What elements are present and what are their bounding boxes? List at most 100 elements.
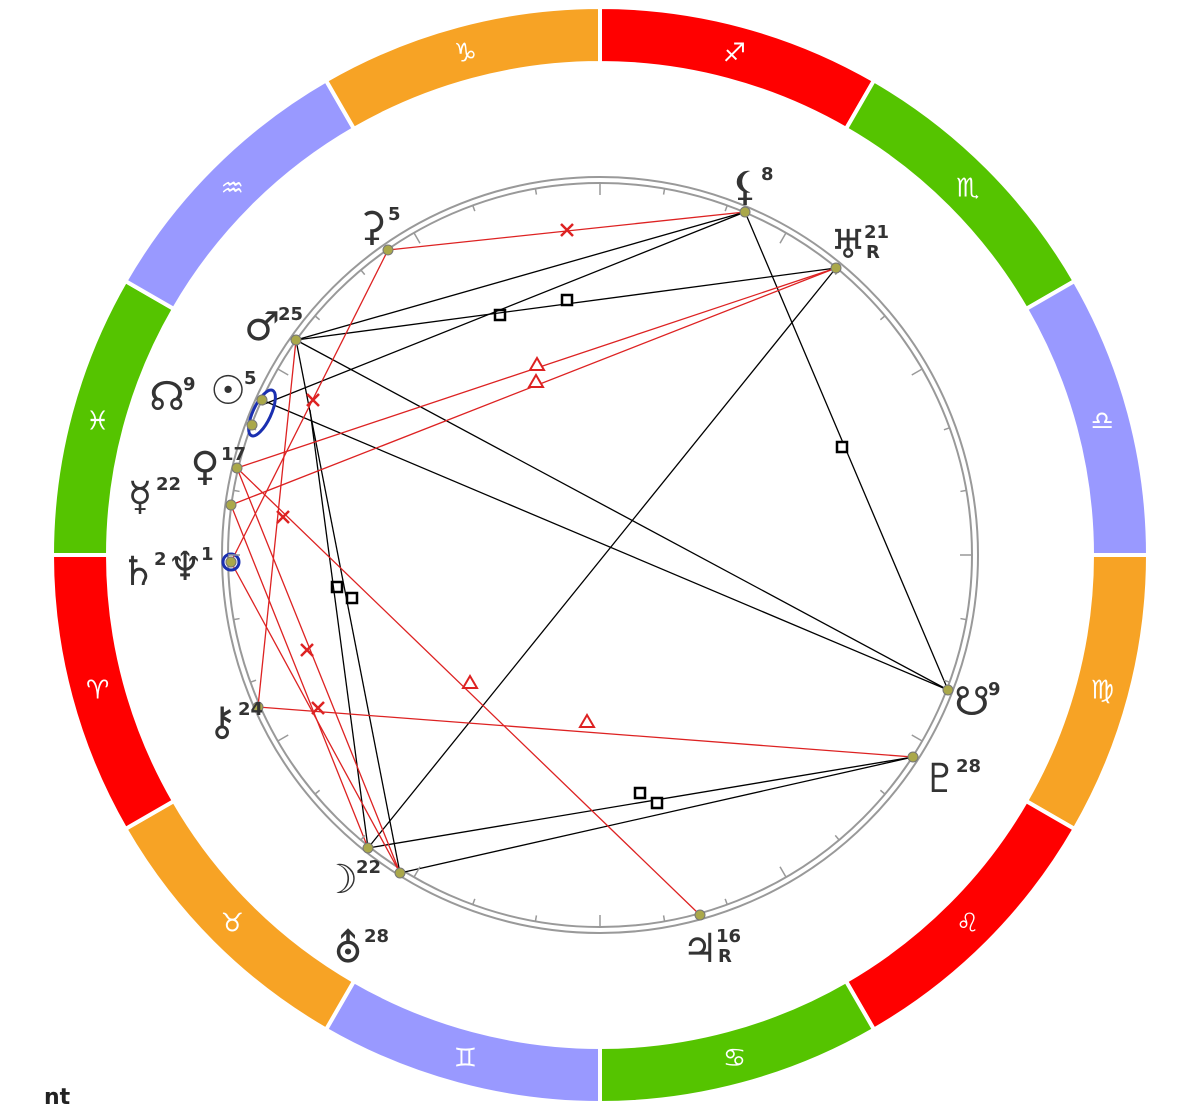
- sextile-aspect: [276, 510, 290, 524]
- retrograde: R: [866, 242, 880, 263]
- sign-glyph: ♓: [86, 406, 109, 436]
- planet-point: [362, 842, 374, 854]
- sign-glyph: ♌: [956, 909, 979, 939]
- planet-point: [907, 751, 919, 763]
- planet-degree: 9: [183, 374, 196, 395]
- aspect-line: [257, 339, 297, 708]
- planet-point: [225, 499, 237, 511]
- sign-glyph: ♈: [86, 676, 109, 706]
- aspects: [230, 211, 949, 916]
- aspect-line: [295, 211, 746, 341]
- degree-tick: [413, 232, 421, 244]
- planet-degree: 28: [364, 926, 389, 947]
- planet-degree: 22: [156, 474, 181, 495]
- planet-point: [830, 262, 842, 274]
- planet-glyph: ♃: [682, 926, 718, 972]
- conjunction-mark: [247, 388, 277, 438]
- degree-tick: [960, 489, 967, 493]
- aspect-line: [295, 339, 401, 874]
- degree-tick: [724, 205, 728, 212]
- degree-tick: [413, 866, 421, 878]
- planet-glyph: ♂: [244, 304, 280, 350]
- degree-tick: [911, 734, 923, 742]
- degree-tick: [472, 898, 476, 905]
- degree-tick: [879, 315, 886, 321]
- sign-segment: [1023, 278, 1151, 557]
- planet-glyph: ♇: [922, 756, 958, 802]
- planet-degree: 16: [716, 926, 741, 947]
- planet-glyph: ⚳: [357, 204, 386, 250]
- sign-segment: [1023, 553, 1151, 832]
- planet-degree: 9: [988, 679, 1001, 700]
- sign-glyph: ♉: [221, 909, 244, 939]
- aspect-line: [230, 249, 389, 563]
- sign-segment: [323, 4, 602, 132]
- degree-tick: [943, 427, 950, 431]
- degree-tick: [879, 789, 886, 795]
- sign-glyph: ♎: [1091, 406, 1114, 436]
- planet-degree: 22: [356, 857, 381, 878]
- sextile-aspect: [560, 223, 574, 237]
- degree-tick: [360, 269, 366, 276]
- planet-point: [394, 867, 406, 879]
- planet-glyph: ⚸: [730, 164, 759, 210]
- square-aspect: [560, 293, 574, 307]
- degree-tick: [277, 734, 289, 742]
- aspect-line: [367, 267, 837, 849]
- sign-glyph: ♏: [956, 173, 979, 203]
- sign-segment: [323, 978, 602, 1106]
- planet-degree: 28: [956, 756, 981, 777]
- degree-tick: [534, 915, 538, 922]
- planet-point: [225, 556, 237, 568]
- planet-glyph: ☋: [954, 679, 990, 725]
- aspect-line: [236, 467, 401, 874]
- aspect-line: [257, 706, 914, 758]
- planet-glyph: ☿: [128, 474, 153, 520]
- sextile-aspect: [306, 393, 320, 407]
- planet-degree: 1: [201, 544, 214, 565]
- trine-aspect: [461, 674, 479, 689]
- degree-tick: [834, 834, 840, 841]
- trine-aspect: [527, 373, 545, 388]
- planet-point: [246, 419, 258, 431]
- sign-glyph: ♍: [1091, 676, 1114, 706]
- planet-degree: 5: [244, 368, 257, 389]
- aspect-line: [309, 409, 369, 849]
- sign-glyph: ♊: [454, 1043, 477, 1073]
- planet-degree: 2: [154, 549, 167, 570]
- aspect-line: [261, 211, 746, 406]
- inner-circle: [227, 182, 973, 928]
- planet-glyph: ☉: [210, 368, 246, 414]
- planet-glyph: ⚷: [207, 699, 236, 745]
- square-aspect: [345, 591, 359, 605]
- retrograde: R: [718, 946, 732, 967]
- degree-tick: [277, 368, 289, 376]
- trine-aspect: [578, 713, 596, 728]
- degree-tick: [534, 188, 538, 195]
- degree-tick: [233, 489, 240, 493]
- sign-glyph: ♒: [221, 173, 244, 203]
- degree-tick: [960, 617, 967, 621]
- planet-degree: 8: [761, 164, 774, 185]
- aspect-line: [295, 339, 949, 691]
- degree-tick: [724, 898, 728, 905]
- degree-tick: [250, 679, 257, 683]
- footer: nt: [44, 1085, 71, 1110]
- planet-glyph: ♄: [120, 549, 156, 595]
- planet-degree: 21: [864, 222, 889, 243]
- planet-point: [231, 462, 243, 474]
- aspect-line: [230, 504, 369, 849]
- planet-point: [739, 206, 751, 218]
- planet-glyph: ♀: [190, 444, 219, 490]
- trine-aspect: [528, 356, 546, 371]
- square-aspect: [835, 440, 849, 454]
- sign-glyph: ♑: [454, 39, 477, 69]
- planet-point: [290, 334, 302, 346]
- planet-glyph: ♆: [167, 544, 203, 590]
- degree-tick: [662, 915, 666, 922]
- planet-degree: 24: [238, 699, 263, 720]
- square-aspect: [330, 580, 344, 594]
- planet-glyph: ⛢: [333, 926, 362, 972]
- sextile-aspect: [311, 701, 325, 715]
- degree-tick: [314, 789, 321, 795]
